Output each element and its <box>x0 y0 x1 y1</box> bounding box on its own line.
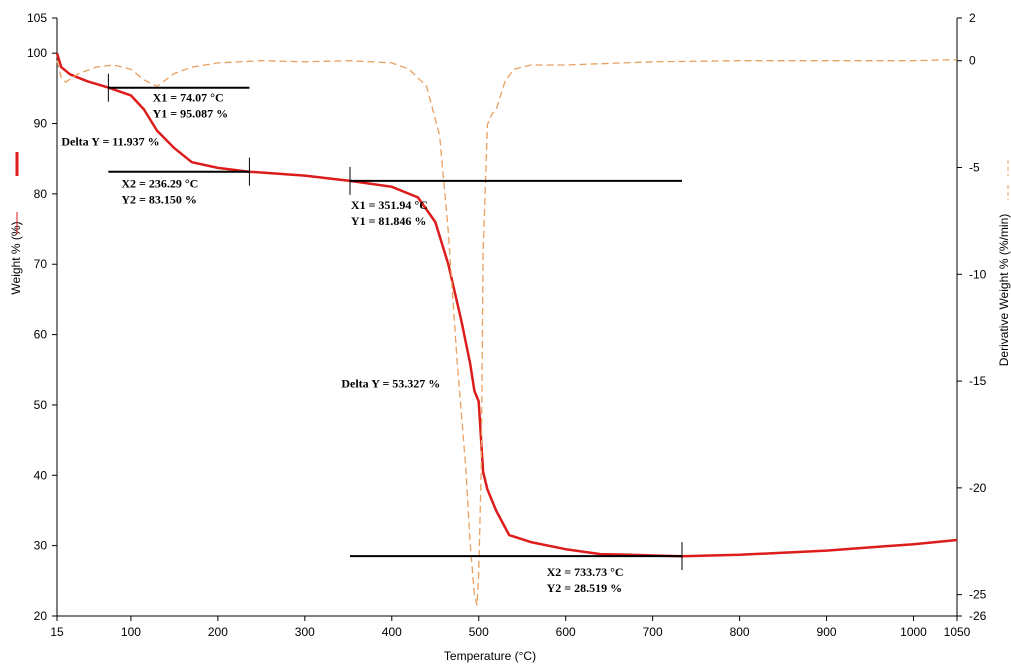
weight-percent-line <box>55 52 958 558</box>
y-left-tick-label: 60 <box>34 328 48 342</box>
y-left-axis-title: Weight % (%) <box>9 221 23 294</box>
x-tick-label: 800 <box>730 625 750 639</box>
y-right-tick-label: -5 <box>969 161 980 175</box>
x-tick-label: 1050 <box>944 625 971 639</box>
annotations: X1 = 74.07 °C Y1 = 95.087 % Delta Y = 11.9… <box>61 91 623 595</box>
y-left-tick-label: 20 <box>34 609 48 623</box>
derivative-weight-line <box>56 58 958 606</box>
x-axis-title: Temperature (°C) <box>444 649 536 663</box>
plot-frame <box>56 18 958 617</box>
step2-x1-label: X1 = 351.94 °C <box>351 198 428 212</box>
series-layer <box>55 52 958 606</box>
y-right-tick-label: 0 <box>969 54 976 68</box>
x-tick-label: 400 <box>382 625 402 639</box>
step2-x2-label: X2 = 733.73 °C <box>547 565 624 579</box>
y-right-tick-label: -15 <box>969 374 987 388</box>
x-tick-label: 100 <box>121 625 141 639</box>
step1-x2-label: X2 = 236.29 °C <box>121 177 198 191</box>
x-tick-label: 700 <box>643 625 663 639</box>
x-tick-label: 600 <box>556 625 576 639</box>
step-markers <box>107 73 683 571</box>
y-left-tick-label: 80 <box>34 187 48 201</box>
x-tick-label: 15 <box>50 625 64 639</box>
y-left-tick-label: 50 <box>34 398 48 412</box>
y-right-tick-label: -10 <box>969 267 987 281</box>
y-left-axis: 20 30 40 50 60 70 80 90 100 105 <box>27 11 57 623</box>
y-left-tick-label: 30 <box>34 539 48 553</box>
x-axis: 15 100 200 300 400 500 600 700 800 900 1000 1050 <box>50 616 971 639</box>
y-left-tick-label: 90 <box>34 117 48 131</box>
y-left-tick-label: 70 <box>34 257 48 271</box>
step2-y1-label: Y1 = 81.846 % <box>351 214 427 228</box>
y-right-tick-label: -26 <box>969 609 987 623</box>
y-right-tick-label: -25 <box>969 588 987 602</box>
y-right-axis-title: Derivative Weight % (%/min) <box>997 214 1011 366</box>
step1-y2-label: Y2 = 83.150 % <box>121 193 197 207</box>
step1-delta-label: Delta Y = 11.937 % <box>61 135 159 149</box>
x-tick-label: 1000 <box>900 625 927 639</box>
y-right-axis: 2 0 -5 -10 -15 -20 -25 -26 <box>957 11 987 623</box>
x-tick-label: 200 <box>208 625 228 639</box>
step2-y2-label: Y2 = 28.519 % <box>547 581 623 595</box>
y-left-tick-label: 100 <box>27 46 47 60</box>
step1-y1-label: Y1 = 95.087 % <box>153 107 229 121</box>
y-left-tick-label: 40 <box>34 468 48 482</box>
x-tick-label: 300 <box>295 625 315 639</box>
x-tick-label: 900 <box>817 625 837 639</box>
x-tick-label: 500 <box>469 625 489 639</box>
y-right-tick-label: -20 <box>969 481 987 495</box>
y-right-tick-label: 2 <box>969 11 976 25</box>
step1-x1-label: X1 = 74.07 °C <box>153 91 224 105</box>
y-left-tick-label: 105 <box>27 11 47 25</box>
step2-delta-label: Delta Y = 53.327 % <box>341 376 440 390</box>
